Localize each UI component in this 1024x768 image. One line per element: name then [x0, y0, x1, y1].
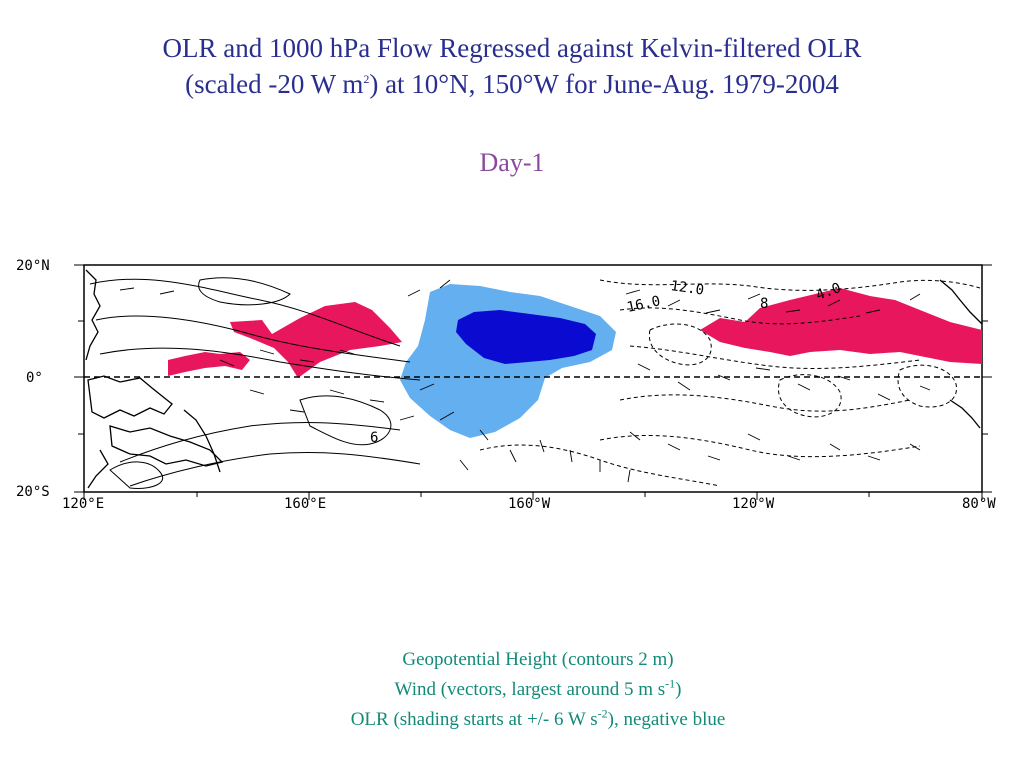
lon-label-120e: 120°E [62, 496, 104, 512]
olr-negative-dark-shading [456, 310, 596, 364]
lon-label-120w: 120°W [732, 496, 775, 512]
contour-label-8: 8 [760, 296, 768, 312]
caption-line-3: OLR (shading starts at +/- 6 W s-2), neg… [350, 706, 726, 730]
contour-label-16: 16.0 [626, 293, 662, 316]
lat-label-20n: 20°N [16, 258, 50, 274]
lon-label-80w: 80°W [962, 496, 996, 512]
caption-line-2: Wind (vectors, largest around 5 m s-1) [394, 676, 682, 700]
page-title: OLR and 1000 hPa Flow Regressed against … [0, 30, 1024, 102]
contour-label-6: 6 [370, 430, 378, 446]
lon-label-160e: 160°E [284, 496, 326, 512]
height-contours-dashed [479, 279, 981, 487]
olr-positive-shading [168, 288, 982, 378]
regression-map: 20°N 0° 20°S 120°E 160°E 160°W 120°W 80°… [16, 258, 996, 512]
axis-ticks [74, 264, 992, 500]
figure-caption: Geopotential Height (contours 2 m) Wind … [0, 645, 1024, 735]
lat-label-equator: 0° [26, 370, 43, 386]
title-line-1: OLR and 1000 hPa Flow Regressed against … [162, 33, 862, 63]
caption-line-1: Geopotential Height (contours 2 m) [402, 649, 674, 670]
lat-label-20s: 20°S [16, 484, 50, 500]
lon-label-160w: 160°W [508, 496, 551, 512]
contour-label-12: 12.0 [669, 278, 705, 299]
title-line-2: (scaled -20 W m2) at 10°N, 150°W for Jun… [185, 69, 839, 99]
height-contours-solid [89, 277, 421, 489]
day-label: Day-1 [479, 148, 545, 177]
